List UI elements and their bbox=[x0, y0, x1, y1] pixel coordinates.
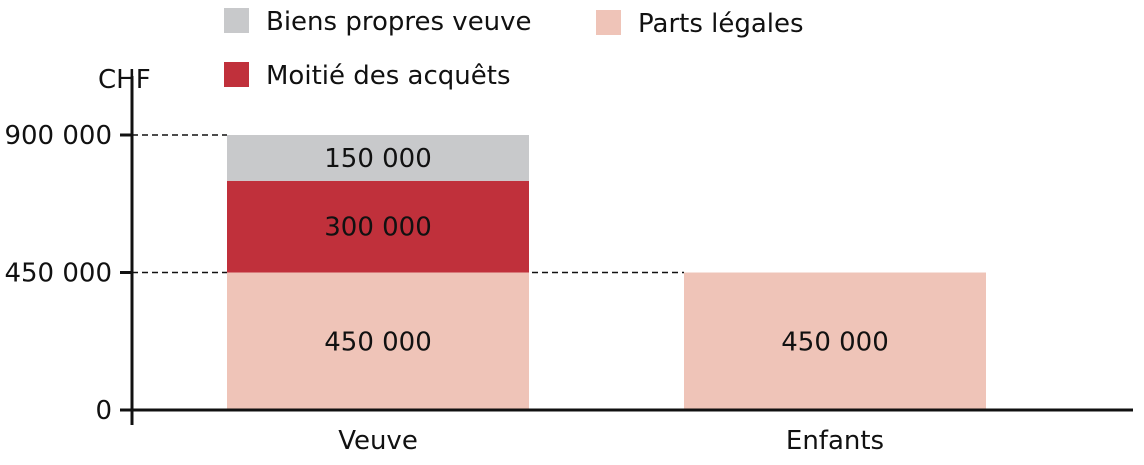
legend-swatch bbox=[224, 62, 249, 87]
data-label: 450 000 bbox=[324, 327, 432, 357]
legend-label: Moitié des acquêts bbox=[266, 61, 511, 91]
legend-label: Biens propres veuve bbox=[266, 7, 532, 37]
y-tick-label: 0 bbox=[95, 396, 112, 426]
legend-swatch bbox=[596, 10, 621, 35]
data-label: 150 000 bbox=[324, 144, 432, 174]
legend-swatch bbox=[224, 8, 249, 33]
legend: Biens propres veuve Parts légales Moitié d… bbox=[224, 7, 804, 91]
legend-label: Parts légales bbox=[638, 9, 804, 39]
y-tick-label: 450 000 bbox=[4, 259, 112, 289]
x-tick-label: Enfants bbox=[786, 426, 884, 456]
bar-segment bbox=[684, 272, 986, 410]
x-tick-label: Veuve bbox=[338, 426, 418, 456]
y-tick-label: 900 000 bbox=[4, 121, 112, 151]
bar-segment bbox=[227, 180, 529, 273]
y-axis-label: CHF bbox=[98, 65, 151, 95]
x-ticks: Veuve Enfants bbox=[338, 426, 884, 456]
data-label: 450 000 bbox=[781, 327, 889, 357]
data-label: 300 000 bbox=[324, 213, 432, 243]
bar-segment bbox=[227, 135, 529, 181]
y-ticks: 0 450 000 900 000 bbox=[4, 121, 132, 426]
bar-segment bbox=[227, 272, 529, 410]
bars: 450 000 300 000 150 000 450 000 bbox=[227, 135, 986, 410]
